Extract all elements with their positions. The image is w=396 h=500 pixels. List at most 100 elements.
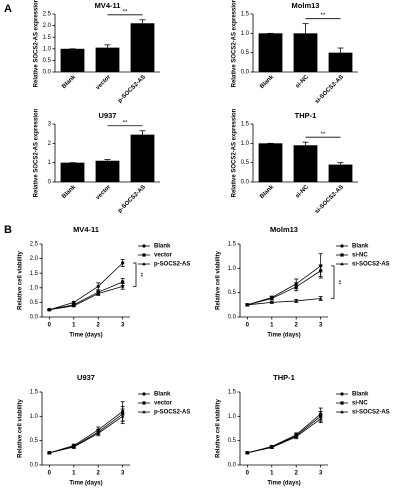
x-tick-label: 3: [319, 323, 323, 329]
bar: [95, 160, 120, 182]
y-tick-label: 2.5: [30, 242, 39, 248]
significance-label: **: [321, 13, 326, 19]
y-tick-label: 3: [48, 122, 52, 128]
significance-label: **: [321, 132, 326, 138]
marker: [72, 445, 76, 449]
x-axis-label: Time (days): [69, 333, 102, 339]
y-tick-label: 0.5: [228, 290, 237, 296]
y-tick-label: 0.5: [30, 438, 39, 444]
x-tick-label: 1: [270, 471, 274, 477]
marker: [245, 450, 250, 455]
bar: [328, 52, 353, 72]
marker: [340, 410, 344, 414]
marker: [142, 410, 146, 414]
x-tick-label: si-SOCS2-AS: [314, 74, 345, 105]
x-tick-label: si-SOCS2-AS: [314, 184, 345, 215]
y-tick-label: 1.0: [30, 414, 39, 420]
y-tick-label: 0.0: [30, 315, 39, 321]
x-tick-label: 3: [121, 471, 125, 477]
y-tick-label: 1.5: [30, 390, 39, 396]
marker: [142, 262, 146, 266]
x-tick-label: 3: [319, 471, 323, 477]
series-line: [247, 298, 321, 306]
legend-label: vector: [154, 401, 173, 407]
series-line: [49, 416, 123, 454]
y-tick-label: 0.0: [228, 315, 237, 321]
significance-label: **: [136, 272, 142, 277]
x-tick-label: Blank: [259, 74, 275, 90]
y-tick-label: 1.0: [228, 266, 237, 272]
series-line: [49, 285, 123, 311]
marker: [96, 291, 100, 295]
bar: [130, 23, 155, 73]
x-tick-label: si-NC: [295, 184, 311, 200]
marker: [270, 300, 274, 304]
y-tick-label: 0.0: [228, 463, 237, 469]
y-tick-label: 1.0: [241, 141, 250, 147]
panel-label: A: [4, 3, 12, 15]
x-axis-label: Time (days): [69, 481, 102, 487]
chart-title: THP-1: [273, 373, 295, 382]
panel-label: B: [4, 224, 12, 236]
y-tick-label: 0.5: [30, 300, 39, 306]
legend-label: Blank: [352, 244, 369, 250]
y-tick-label: 1.5: [30, 271, 39, 277]
legend-label: si-SOCS2-AS: [352, 410, 390, 416]
marker: [294, 434, 298, 439]
x-tick-label: 0: [48, 323, 52, 329]
significance-label: **: [123, 120, 128, 126]
legend-label: si-NC: [352, 253, 368, 259]
y-tick-label: 2.0: [43, 23, 52, 29]
bar: [95, 47, 120, 72]
y-tick-label: 0.5: [241, 50, 250, 56]
marker: [142, 401, 146, 405]
y-tick-label: 1.5: [43, 35, 52, 41]
y-tick-label: 1: [48, 160, 52, 166]
x-tick-label: 0: [48, 471, 52, 477]
y-tick-label: 2.5: [43, 12, 52, 18]
marker: [340, 392, 344, 396]
x-tick-label: p-SOCS2-AS: [117, 184, 147, 214]
chart-title: MV4-11: [73, 225, 99, 234]
chart-title: Molm13: [270, 225, 298, 234]
marker: [294, 285, 298, 289]
chart-title: MV4-11: [95, 1, 121, 10]
marker: [120, 284, 125, 288]
x-tick-label: 2: [295, 323, 299, 329]
y-tick-label: 1.0: [241, 31, 250, 37]
series-line: [247, 418, 321, 454]
y-axis-label: Relative cell viability: [216, 250, 222, 309]
y-tick-label: 0: [48, 180, 52, 186]
y-tick-label: 2.0: [30, 256, 39, 262]
marker: [72, 303, 76, 308]
x-tick-label: Blank: [259, 184, 275, 200]
marker: [340, 401, 344, 405]
y-axis-label: Relative SOCS2-AS expression: [232, 108, 238, 197]
bar: [328, 164, 353, 182]
marker: [270, 296, 274, 301]
x-tick-label: 1: [72, 471, 76, 477]
legend-label: Blank: [154, 392, 171, 398]
y-tick-label: 0.0: [30, 463, 39, 469]
y-axis-label: Relative cell viability: [18, 398, 24, 457]
marker: [318, 416, 323, 421]
series-line: [49, 411, 123, 454]
marker: [340, 253, 344, 257]
significance-bracket: [331, 265, 335, 299]
significance-label: **: [334, 280, 340, 285]
y-axis-label: Relative SOCS2-AS expression: [232, 0, 238, 87]
legend-label: p-SOCS2-AS: [154, 410, 190, 416]
marker: [96, 284, 100, 288]
y-tick-label: 0.0: [241, 70, 250, 76]
y-tick-label: 1.5: [228, 390, 237, 396]
marker: [47, 307, 52, 311]
marker: [142, 244, 146, 248]
legend-label: Blank: [352, 392, 369, 398]
y-tick-label: 1.0: [43, 46, 52, 52]
marker: [319, 269, 323, 273]
bar: [60, 162, 85, 182]
series-line: [247, 265, 321, 306]
y-tick-label: 0.5: [43, 58, 52, 64]
marker: [120, 414, 125, 418]
